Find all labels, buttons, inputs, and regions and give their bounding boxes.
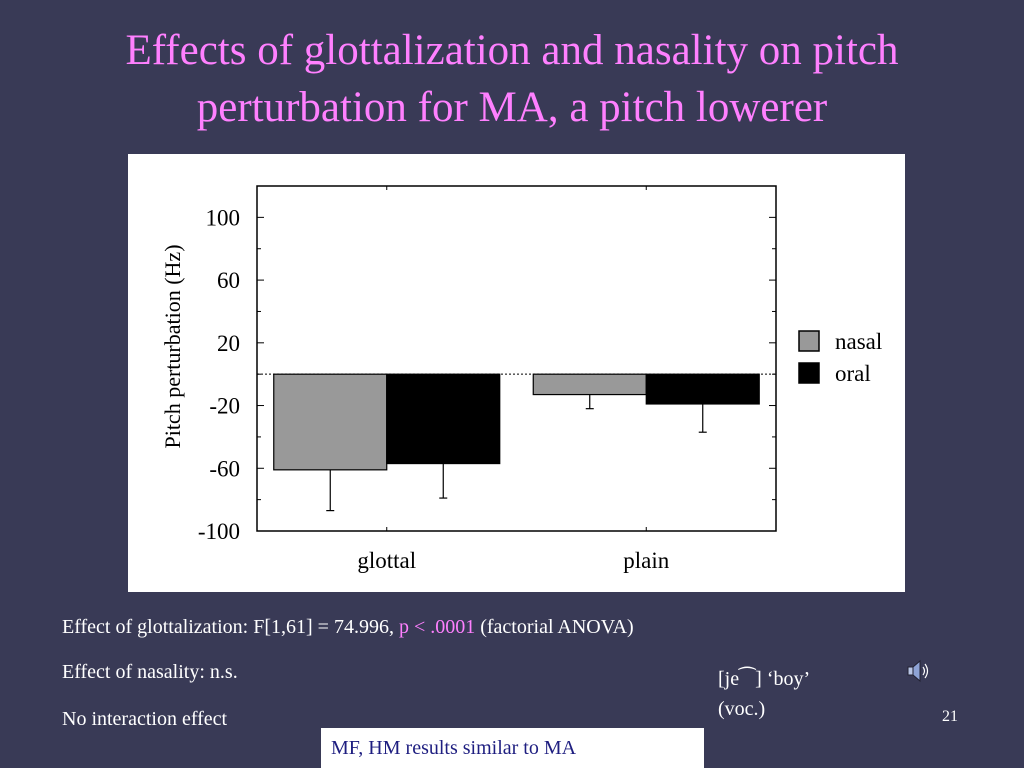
p-value: p < .0001 bbox=[398, 616, 476, 638]
slide-title: Effects of glottalization and nasality o… bbox=[0, 22, 1024, 136]
title-line-1: Effects of glottalization and nasality o… bbox=[125, 27, 899, 74]
glottal-prefix: Effect of glottalization: F[1,61] = 74.9… bbox=[62, 616, 399, 638]
legend-label-oral: oral bbox=[835, 361, 871, 386]
bar-oral-glottal bbox=[386, 373, 501, 465]
speaker-icon[interactable] bbox=[905, 658, 931, 684]
bar-nasal-plain bbox=[532, 373, 647, 396]
y-tick-label: 100 bbox=[206, 205, 241, 230]
bar-chart: 100 60 20 -20 -60 -100 Pitch perturbation (Hz)… bbox=[160, 185, 882, 573]
legend-swatch-nasal bbox=[798, 330, 820, 352]
legend-label-nasal: nasal bbox=[835, 329, 882, 354]
interaction-note: No interaction effect bbox=[62, 708, 228, 730]
title-line-2: perturbation for MA, a pitch lowerer bbox=[196, 84, 828, 131]
glottalization-effect-note: Effect of glottalization: F[1,61] = 74.9… bbox=[62, 616, 634, 639]
bar-oral-plain bbox=[645, 373, 760, 405]
nasality-effect-note: Effect of nasality: n.s. bbox=[62, 661, 238, 683]
x-tick-label: plain bbox=[623, 548, 669, 573]
gloss-line-2: (voc.) bbox=[718, 698, 766, 720]
glottal-suffix: (factorial ANOVA) bbox=[475, 616, 634, 638]
y-tick-label: -100 bbox=[198, 519, 240, 544]
y-axis-label: Pitch perturbation (Hz) bbox=[160, 244, 185, 448]
y-tick-label: 60 bbox=[217, 268, 240, 293]
bar-nasal-glottal bbox=[273, 373, 388, 471]
y-tick-label: -20 bbox=[209, 394, 240, 419]
word-gloss: [je⁀] ‘boy’ (voc.) bbox=[718, 664, 810, 724]
y-tick-label: 20 bbox=[217, 331, 240, 356]
plot-frame bbox=[256, 185, 777, 532]
y-tick-label: -60 bbox=[209, 456, 240, 481]
legend-swatch-oral bbox=[798, 362, 820, 384]
x-tick-label: glottal bbox=[357, 548, 416, 573]
chart-panel: 100 60 20 -20 -60 -100 Pitch perturbation (Hz)… bbox=[128, 154, 905, 592]
slide-number: 21 bbox=[942, 708, 958, 725]
results-callout: MF, HM results similar to MA bbox=[321, 728, 704, 768]
gloss-line-1: [je⁀] ‘boy’ bbox=[718, 668, 811, 690]
